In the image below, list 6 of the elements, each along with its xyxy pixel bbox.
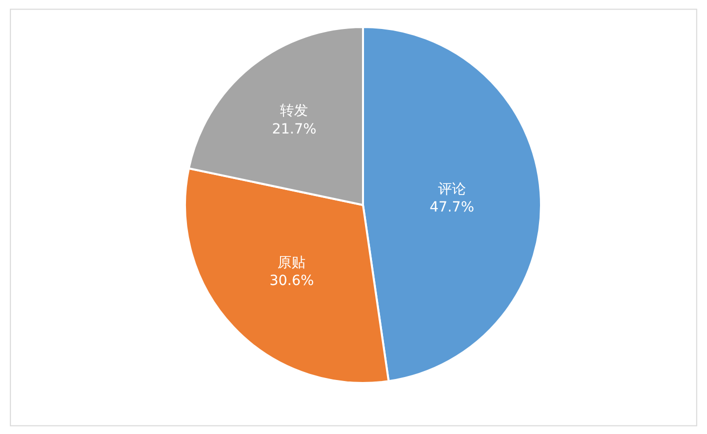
slice-label: 原贴 bbox=[278, 254, 306, 271]
slice-label: 转发 bbox=[280, 103, 308, 120]
slice-label: 评论 bbox=[438, 181, 466, 198]
data-label: 21.7% bbox=[272, 121, 316, 138]
data-label: 47.7% bbox=[430, 200, 474, 216]
data-label: 30.6% bbox=[269, 273, 314, 290]
